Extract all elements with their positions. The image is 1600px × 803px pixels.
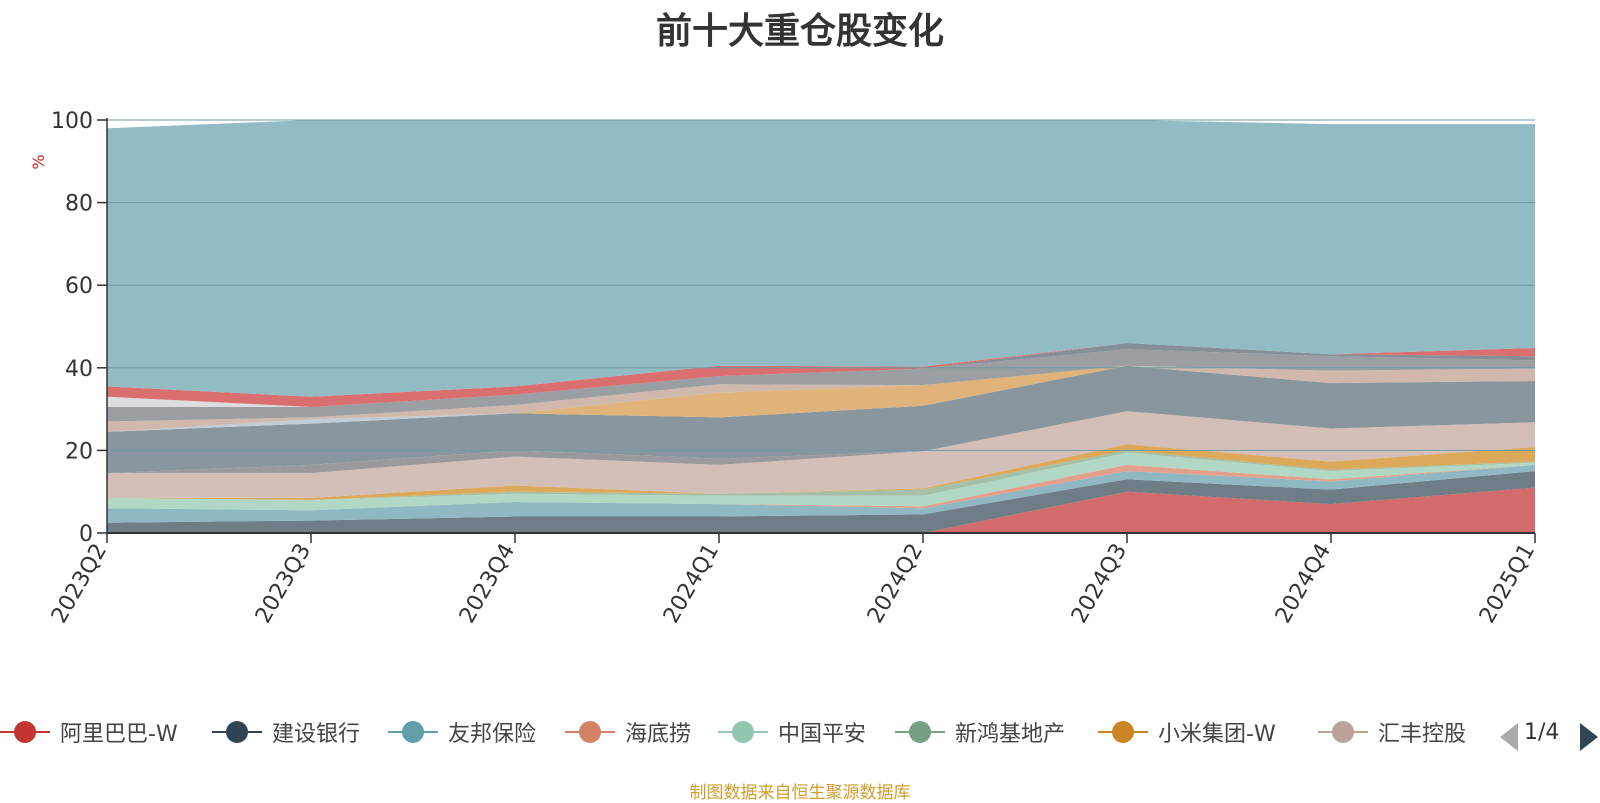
legend-next-page-button[interactable] — [1580, 723, 1598, 751]
x-tick-label: 2023Q4 — [455, 540, 520, 628]
x-tick-label: 2023Q2 — [47, 540, 112, 628]
legend-item[interactable]: 海底捞 — [565, 715, 691, 749]
legend-marker-icon — [0, 715, 50, 749]
area-series-8 — [107, 411, 1535, 474]
legend-label: 小米集团-W — [1158, 722, 1276, 747]
legend-item[interactable]: 阿里巴巴-W — [0, 715, 178, 749]
areas-layer — [107, 120, 1535, 533]
legend-item[interactable]: 友邦保险 — [388, 715, 536, 749]
grid-layer — [107, 119, 1535, 451]
y-tick-label: 80 — [65, 192, 93, 217]
area-series-12 — [107, 365, 1535, 432]
legend-prev-page-button[interactable] — [1500, 723, 1518, 751]
data-source-note: 制图数据来自恒生聚源数据库 — [689, 783, 911, 803]
legend-item[interactable]: 汇丰控股 — [1318, 715, 1466, 749]
area-series-9 — [107, 365, 1535, 474]
area-series-13 — [107, 365, 1535, 432]
y-tick-label: 0 — [79, 522, 93, 547]
x-tick-label: 2023Q3 — [251, 540, 316, 628]
area-series-18 — [107, 120, 1535, 397]
legend-item[interactable]: 建设银行 — [212, 715, 360, 749]
area-series-2 — [107, 464, 1535, 523]
area-series-4 — [107, 452, 1535, 511]
legend-label: 新鸿基地产 — [955, 722, 1066, 747]
area-series-7 — [107, 411, 1535, 498]
legend-marker-icon — [718, 715, 768, 749]
x-tick-label: 2024Q2 — [863, 540, 928, 628]
legend-marker-icon — [565, 715, 615, 749]
legend-label: 中国平安 — [778, 722, 867, 747]
y-tick-label: 100 — [51, 109, 93, 134]
legend-item[interactable]: 小米集团-W — [1098, 715, 1276, 749]
legend-label: 汇丰控股 — [1378, 722, 1467, 747]
chart-title: 前十大重仓股变化 — [655, 11, 944, 52]
stacked-area-chart: 0 20 40 60 80 100 2023Q2 2023Q3 2023Q4 2024Q1 2024… — [29, 109, 1540, 628]
x-tick-label: 2024Q3 — [1067, 540, 1132, 628]
legend-marker-icon — [388, 715, 438, 749]
area-series-0 — [107, 487, 1535, 533]
area-series-1 — [107, 471, 1535, 533]
legend-label: 海底捞 — [625, 722, 692, 747]
legend-marker-icon — [895, 715, 945, 749]
area-series-10 — [107, 365, 1535, 432]
legend-pager: 1/4 — [1500, 718, 1600, 752]
legend-item[interactable]: 新鸿基地产 — [895, 715, 1065, 749]
y-axis-unit-label: % — [29, 154, 48, 169]
legend-marker-icon — [1098, 715, 1148, 749]
legend-label: 建设银行 — [272, 722, 361, 747]
y-tick-label: 60 — [65, 274, 93, 299]
y-tick-label: 40 — [65, 357, 93, 382]
legend-page-indicator: 1/4 — [1524, 720, 1560, 745]
area-series-14 — [107, 349, 1535, 422]
legend-item[interactable]: 中国平安 — [718, 715, 866, 749]
x-tick-label: 2024Q1 — [659, 540, 724, 628]
legend: 阿里巴巴-W 建设银行 友邦保险 海底捞 中国平安 新鸿基地产 小米集团-W 汇丰控股 — [0, 715, 1600, 755]
y-tick-label: 20 — [65, 439, 93, 464]
legend-marker-icon — [212, 715, 262, 749]
x-tick-label: 2024Q4 — [1271, 540, 1336, 628]
legend-marker-icon — [1318, 715, 1368, 749]
legend-label: 友邦保险 — [448, 722, 537, 747]
area-series-17 — [107, 343, 1535, 407]
legend-label: 阿里巴巴-W — [60, 722, 178, 747]
x-tick-label: 2025Q1 — [1475, 540, 1540, 628]
